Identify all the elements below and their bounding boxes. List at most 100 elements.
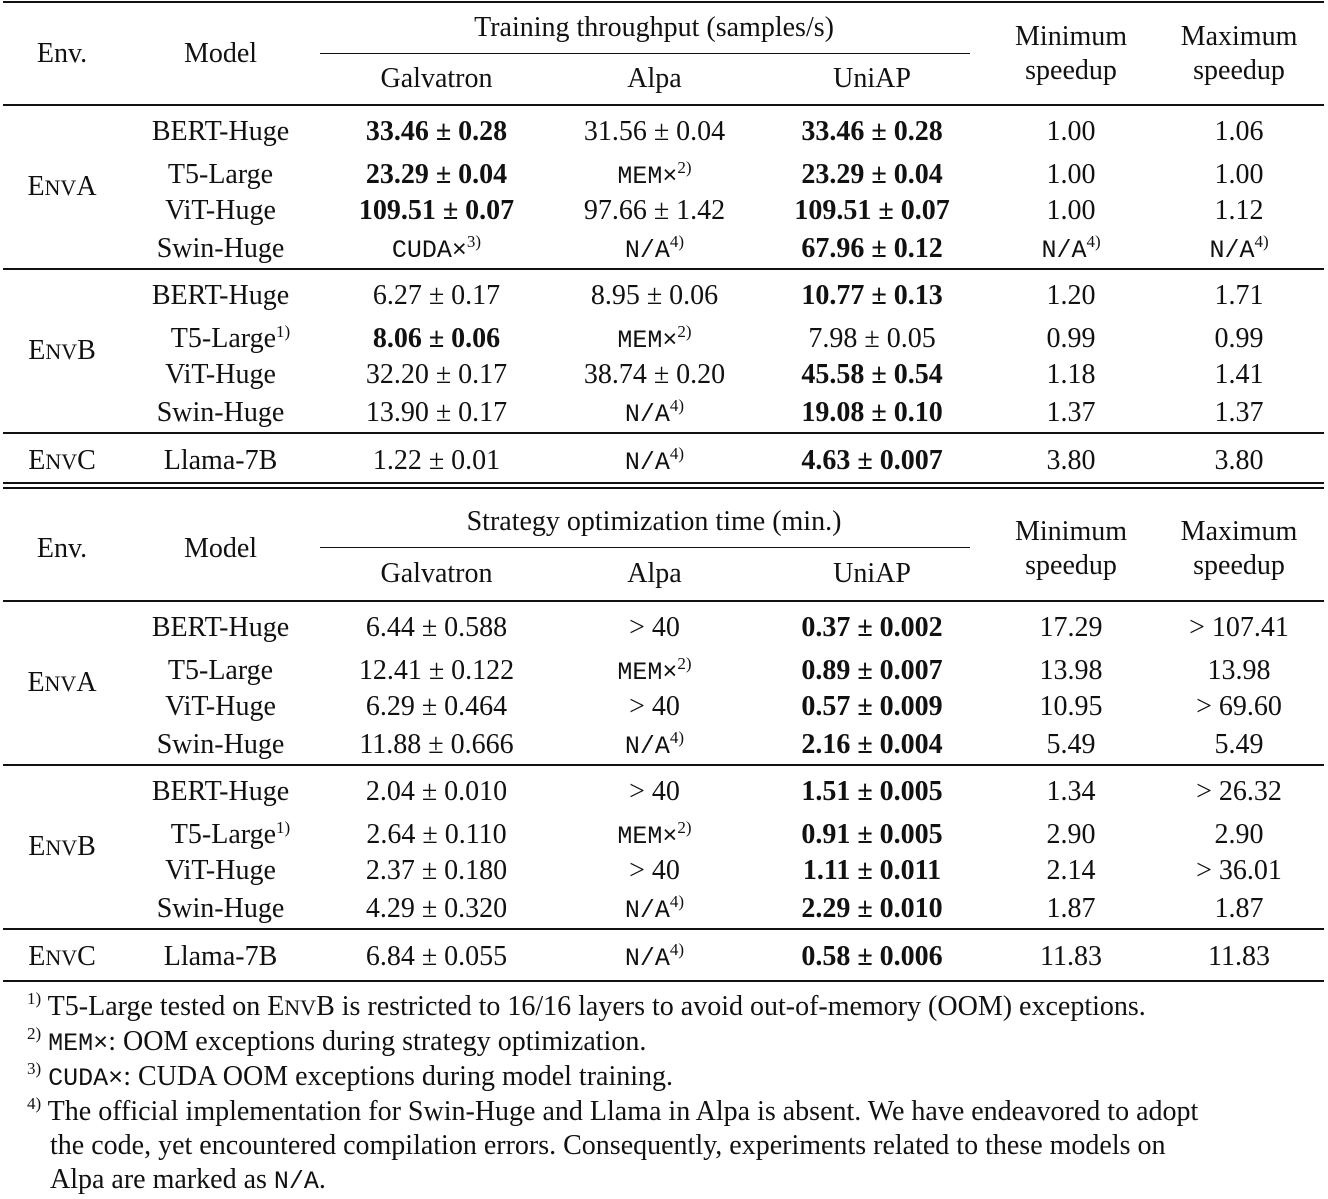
uniap-cell: 4.63 ± 0.007	[801, 444, 943, 476]
model-cell: ViT-Huge	[165, 691, 276, 722]
table-row: ENVB BERT-Huge 6.27 ± 0.17 8.95 ± 0.06 10.77…	[3, 269, 1325, 365]
alpa-cell: N/A4)	[624, 231, 685, 265]
model-cell: T5-Large1)	[170, 322, 291, 354]
galvatron-cell: 2.37 ± 0.180	[365, 855, 508, 886]
min-speedup-cell: 1.37	[1046, 396, 1096, 428]
galvatron-cell: 6.44 ± 0.588	[365, 611, 508, 643]
table-row: T5-Large 23.29 ± 0.04 MEM×2) 23.29 ± 0.04 1.…	[3, 157, 1324, 193]
group-header-throughput: Training throughput (samples/s)	[474, 12, 834, 43]
min-speedup-cell: 0.99	[1046, 323, 1096, 354]
model-cell: Swin-Huge	[156, 728, 285, 760]
galvatron-cell: 2.04 ± 0.010	[365, 775, 508, 807]
uniap-cell: 2.29 ± 0.010	[801, 892, 943, 924]
uniap-cell: 19.08 ± 0.10	[801, 396, 943, 428]
uniap-cell: 7.98 ± 0.05	[808, 323, 936, 354]
alpa-cell: MEM×2)	[617, 322, 692, 355]
max-speedup-cell: 1.37	[1214, 396, 1264, 428]
alpa-cell: N/A4)	[624, 395, 685, 429]
table-row: ENVB BERT-Huge 2.04 ± 0.010 > 40 1.51 ± 0.00…	[3, 765, 1325, 861]
galvatron-cell: 13.90 ± 0.17	[365, 396, 508, 428]
model-cell: Swin-Huge	[156, 892, 285, 924]
header-galvatron: Galvatron	[380, 557, 493, 589]
galvatron-cell: 12.41 ± 0.122	[358, 655, 515, 686]
uniap-cell: 109.51 ± 0.07	[794, 195, 950, 226]
max-speedup-cell: 1.12	[1214, 195, 1264, 226]
galvatron-cell: 109.51 ± 0.07	[358, 195, 515, 226]
max-speedup-cell: 1.00	[1214, 159, 1264, 190]
min-speedup-cell: 1.00	[1046, 195, 1096, 226]
model-cell: ViT-Huge	[165, 359, 276, 390]
alpa-cell: N/A4)	[624, 891, 685, 925]
galvatron-cell: 23.29 ± 0.04	[365, 159, 508, 190]
env-cell: ENVA	[27, 667, 97, 698]
uniap-cell: 0.57 ± 0.009	[801, 691, 943, 722]
uniap-cell: 23.29 ± 0.04	[801, 159, 943, 190]
alpa-cell: > 40	[629, 855, 680, 886]
galvatron-cell: 1.22 ± 0.01	[372, 444, 501, 476]
table-row: T5-Large1) 2.64 ± 0.110 MEM×2) 0.91 ± 0.005…	[3, 817, 1324, 853]
max-speedup-cell: > 36.01	[1196, 855, 1282, 886]
env-cell: ENVC	[28, 940, 96, 972]
alpa-cell: 31.56 ± 0.04	[583, 115, 726, 147]
uniap-cell: 0.37 ± 0.002	[801, 611, 943, 643]
header-max-speedup: Maximum speedup	[1180, 515, 1298, 581]
model-cell: BERT-Huge	[151, 775, 290, 807]
header-galvatron: Galvatron	[380, 62, 493, 94]
min-speedup-cell: 2.14	[1046, 855, 1096, 886]
footnote-4-line-2: the code, yet encountered compilation er…	[50, 1130, 1166, 1161]
footnote-1: 1) T5-Large tested on ENVB is restricted…	[27, 989, 1146, 1022]
galvatron-cell: 11.88 ± 0.666	[359, 728, 514, 760]
alpa-cell: > 40	[629, 775, 680, 807]
min-speedup-cell: 1.18	[1046, 359, 1096, 390]
table-row: ViT-Huge 109.51 ± 0.07 97.66 ± 1.42 109.51 …	[3, 193, 1324, 229]
galvatron-cell: 6.27 ± 0.17	[372, 279, 501, 311]
header-model: Model	[183, 532, 258, 564]
footnote-4-line-3: Alpa are marked as N/A.	[50, 1164, 326, 1196]
alpa-cell: MEM×2)	[617, 158, 692, 191]
min-speedup-cell: 1.00	[1046, 115, 1096, 147]
min-speedup-cell: 3.80	[1046, 444, 1096, 476]
galvatron-cell: 33.46 ± 0.28	[365, 115, 508, 147]
max-speedup-cell: 2.90	[1214, 819, 1264, 850]
min-speedup-cell: 1.00	[1046, 159, 1096, 190]
uniap-cell: 0.91 ± 0.005	[801, 819, 943, 850]
min-speedup-cell: 10.95	[1039, 691, 1103, 722]
top-rule	[3, 1, 1324, 3]
max-speedup-cell: > 26.32	[1196, 775, 1282, 807]
min-speedup-cell: 1.20	[1046, 279, 1096, 311]
galvatron-cell: 32.20 ± 0.17	[365, 359, 508, 390]
alpa-cell: > 40	[629, 611, 680, 643]
table-row: ENVC Llama-7B 1.22 ± 0.01 N/A4) 4.63 ± 0.007…	[3, 433, 1325, 487]
galvatron-cell: 8.06 ± 0.06	[372, 323, 501, 354]
model-cell: BERT-Huge	[151, 611, 290, 643]
double-rule-lower	[3, 487, 1324, 489]
header-alpa: Alpa	[627, 557, 682, 589]
header-min-speedup: Minimum speedup	[1015, 20, 1128, 86]
table-row: Swin-Huge 4.29 ± 0.320 N/A4) 2.29 ± 0.010 1.…	[3, 889, 1324, 929]
min-speedup-cell: 1.87	[1046, 892, 1096, 924]
uniap-cell: 33.46 ± 0.28	[801, 115, 943, 147]
model-cell: T5-Large	[167, 159, 274, 190]
max-speedup-cell: 0.99	[1214, 323, 1264, 354]
alpa-cell: 38.74 ± 0.20	[583, 359, 726, 390]
header-env: Env.	[36, 37, 88, 69]
min-speedup-cell: 13.98	[1039, 655, 1103, 686]
group-header-optimization-time: Strategy optimization time (min.)	[466, 506, 842, 537]
alpa-cell: > 40	[629, 691, 680, 722]
galvatron-cell: 2.64 ± 0.110	[366, 819, 507, 850]
table-row: ENVC Llama-7B 6.84 ± 0.055 N/A4) 0.58 ± 0.00…	[3, 929, 1325, 983]
uniap-cell: 0.58 ± 0.006	[801, 940, 943, 972]
table-row: ViT-Huge 32.20 ± 0.17 38.74 ± 0.20 45.58 ± …	[3, 357, 1324, 393]
max-speedup-cell: 3.80	[1214, 444, 1264, 476]
header-alpa: Alpa	[627, 62, 682, 94]
max-speedup-cell: N/A4)	[1209, 231, 1269, 265]
header-uniap: UniAP	[833, 62, 911, 94]
model-cell: T5-Large1)	[170, 818, 291, 850]
footnotes: 1) T5-Large tested on ENVB is restricted…	[27, 990, 1327, 1198]
table-row: T5-Large1) 8.06 ± 0.06 MEM×2) 7.98 ± 0.05 0.…	[3, 321, 1324, 357]
model-cell: T5-Large	[167, 655, 274, 686]
model-cell: BERT-Huge	[151, 279, 290, 311]
max-speedup-cell: 13.98	[1207, 655, 1271, 686]
max-speedup-cell: > 107.41	[1189, 611, 1289, 643]
